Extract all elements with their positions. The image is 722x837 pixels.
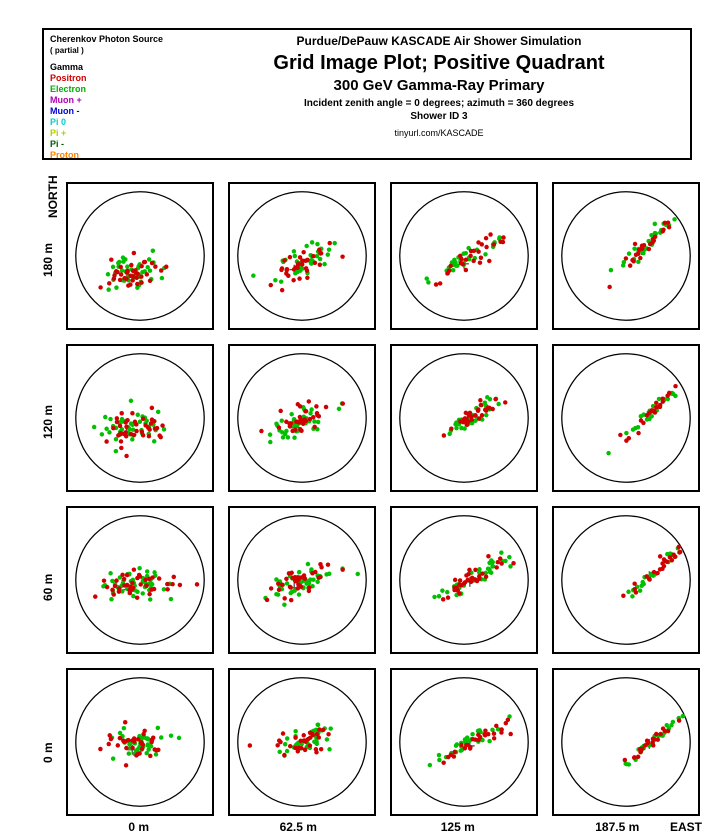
y-label: 0 m (41, 735, 55, 763)
legend-item: Muon - (50, 106, 200, 117)
scatter-panel (228, 506, 376, 654)
scatter-panel (66, 668, 214, 816)
panel-svg (392, 184, 536, 328)
panel-svg (392, 346, 536, 490)
x-axis-title: EAST (670, 820, 702, 834)
scatter-panel (228, 182, 376, 330)
panel-svg (230, 670, 374, 814)
scatter-panel (552, 668, 700, 816)
scatter-panel (228, 668, 376, 816)
x-label: 187.5 m (545, 820, 691, 836)
panel-svg (554, 508, 698, 652)
panel-svg (230, 346, 374, 490)
scatter-panel (390, 668, 538, 816)
legend-item: Pi 0 (50, 117, 200, 128)
link-line: tinyurl.com/KASCADE (194, 128, 684, 138)
panel-svg (68, 670, 212, 814)
scatter-panel (228, 344, 376, 492)
angle-line: Incident zenith angle = 0 degrees; azimu… (194, 98, 684, 109)
panel-svg (230, 508, 374, 652)
panel-svg (68, 184, 212, 328)
scatter-panel (66, 182, 214, 330)
title-column: Purdue/DePauw KASCADE Air Shower Simulat… (194, 34, 684, 138)
scatter-panel (390, 506, 538, 654)
scatter-panel (552, 344, 700, 492)
x-label: 125 m (385, 820, 531, 836)
legend-items: GammaPositronElectronMuon +Muon -Pi 0Pi … (50, 62, 200, 161)
panel-svg (554, 670, 698, 814)
panel-svg (230, 184, 374, 328)
legend-item: Pi - (50, 139, 200, 150)
scatter-panel (552, 506, 700, 654)
y-labels: 180 m 120 m 60 m 0 m (34, 182, 62, 818)
panel-grid (66, 182, 690, 816)
legend-item: Pi + (50, 128, 200, 139)
subtitle: 300 GeV Gamma-Ray Primary (194, 77, 684, 94)
panel-svg (554, 346, 698, 490)
scatter-panel (390, 182, 538, 330)
legend-title: Cherenkov Photon Source (50, 34, 200, 45)
scatter-panel (390, 344, 538, 492)
x-labels: 0 m 62.5 m 125 m 187.5 m (66, 820, 690, 836)
main-title: Grid Image Plot; Positive Quadrant (194, 52, 684, 75)
scatter-panel (66, 344, 214, 492)
supertitle: Purdue/DePauw KASCADE Air Shower Simulat… (194, 34, 684, 48)
y-label: 120 m (41, 411, 55, 439)
y-label: 60 m (41, 573, 55, 601)
shower-id: Shower ID 3 (194, 111, 684, 122)
legend-item: Gamma (50, 62, 200, 73)
legend-column: Cherenkov Photon Source ( partial ) Gamm… (50, 34, 200, 161)
panel-svg (554, 184, 698, 328)
panel-svg (68, 346, 212, 490)
scatter-panel (66, 506, 214, 654)
scatter-panel (552, 182, 700, 330)
legend-item: Electron (50, 84, 200, 95)
legend-item: Positron (50, 73, 200, 84)
panel-svg (68, 508, 212, 652)
panel-svg (392, 508, 536, 652)
legend-item: Muon + (50, 95, 200, 106)
legend-item: Proton (50, 150, 200, 161)
header-box: Cherenkov Photon Source ( partial ) Gamm… (42, 28, 692, 160)
x-label: 0 m (66, 820, 212, 836)
x-label: 62.5 m (226, 820, 372, 836)
y-label: 180 m (41, 249, 55, 277)
legend-subtitle: ( partial ) (50, 45, 200, 56)
panel-svg (392, 670, 536, 814)
